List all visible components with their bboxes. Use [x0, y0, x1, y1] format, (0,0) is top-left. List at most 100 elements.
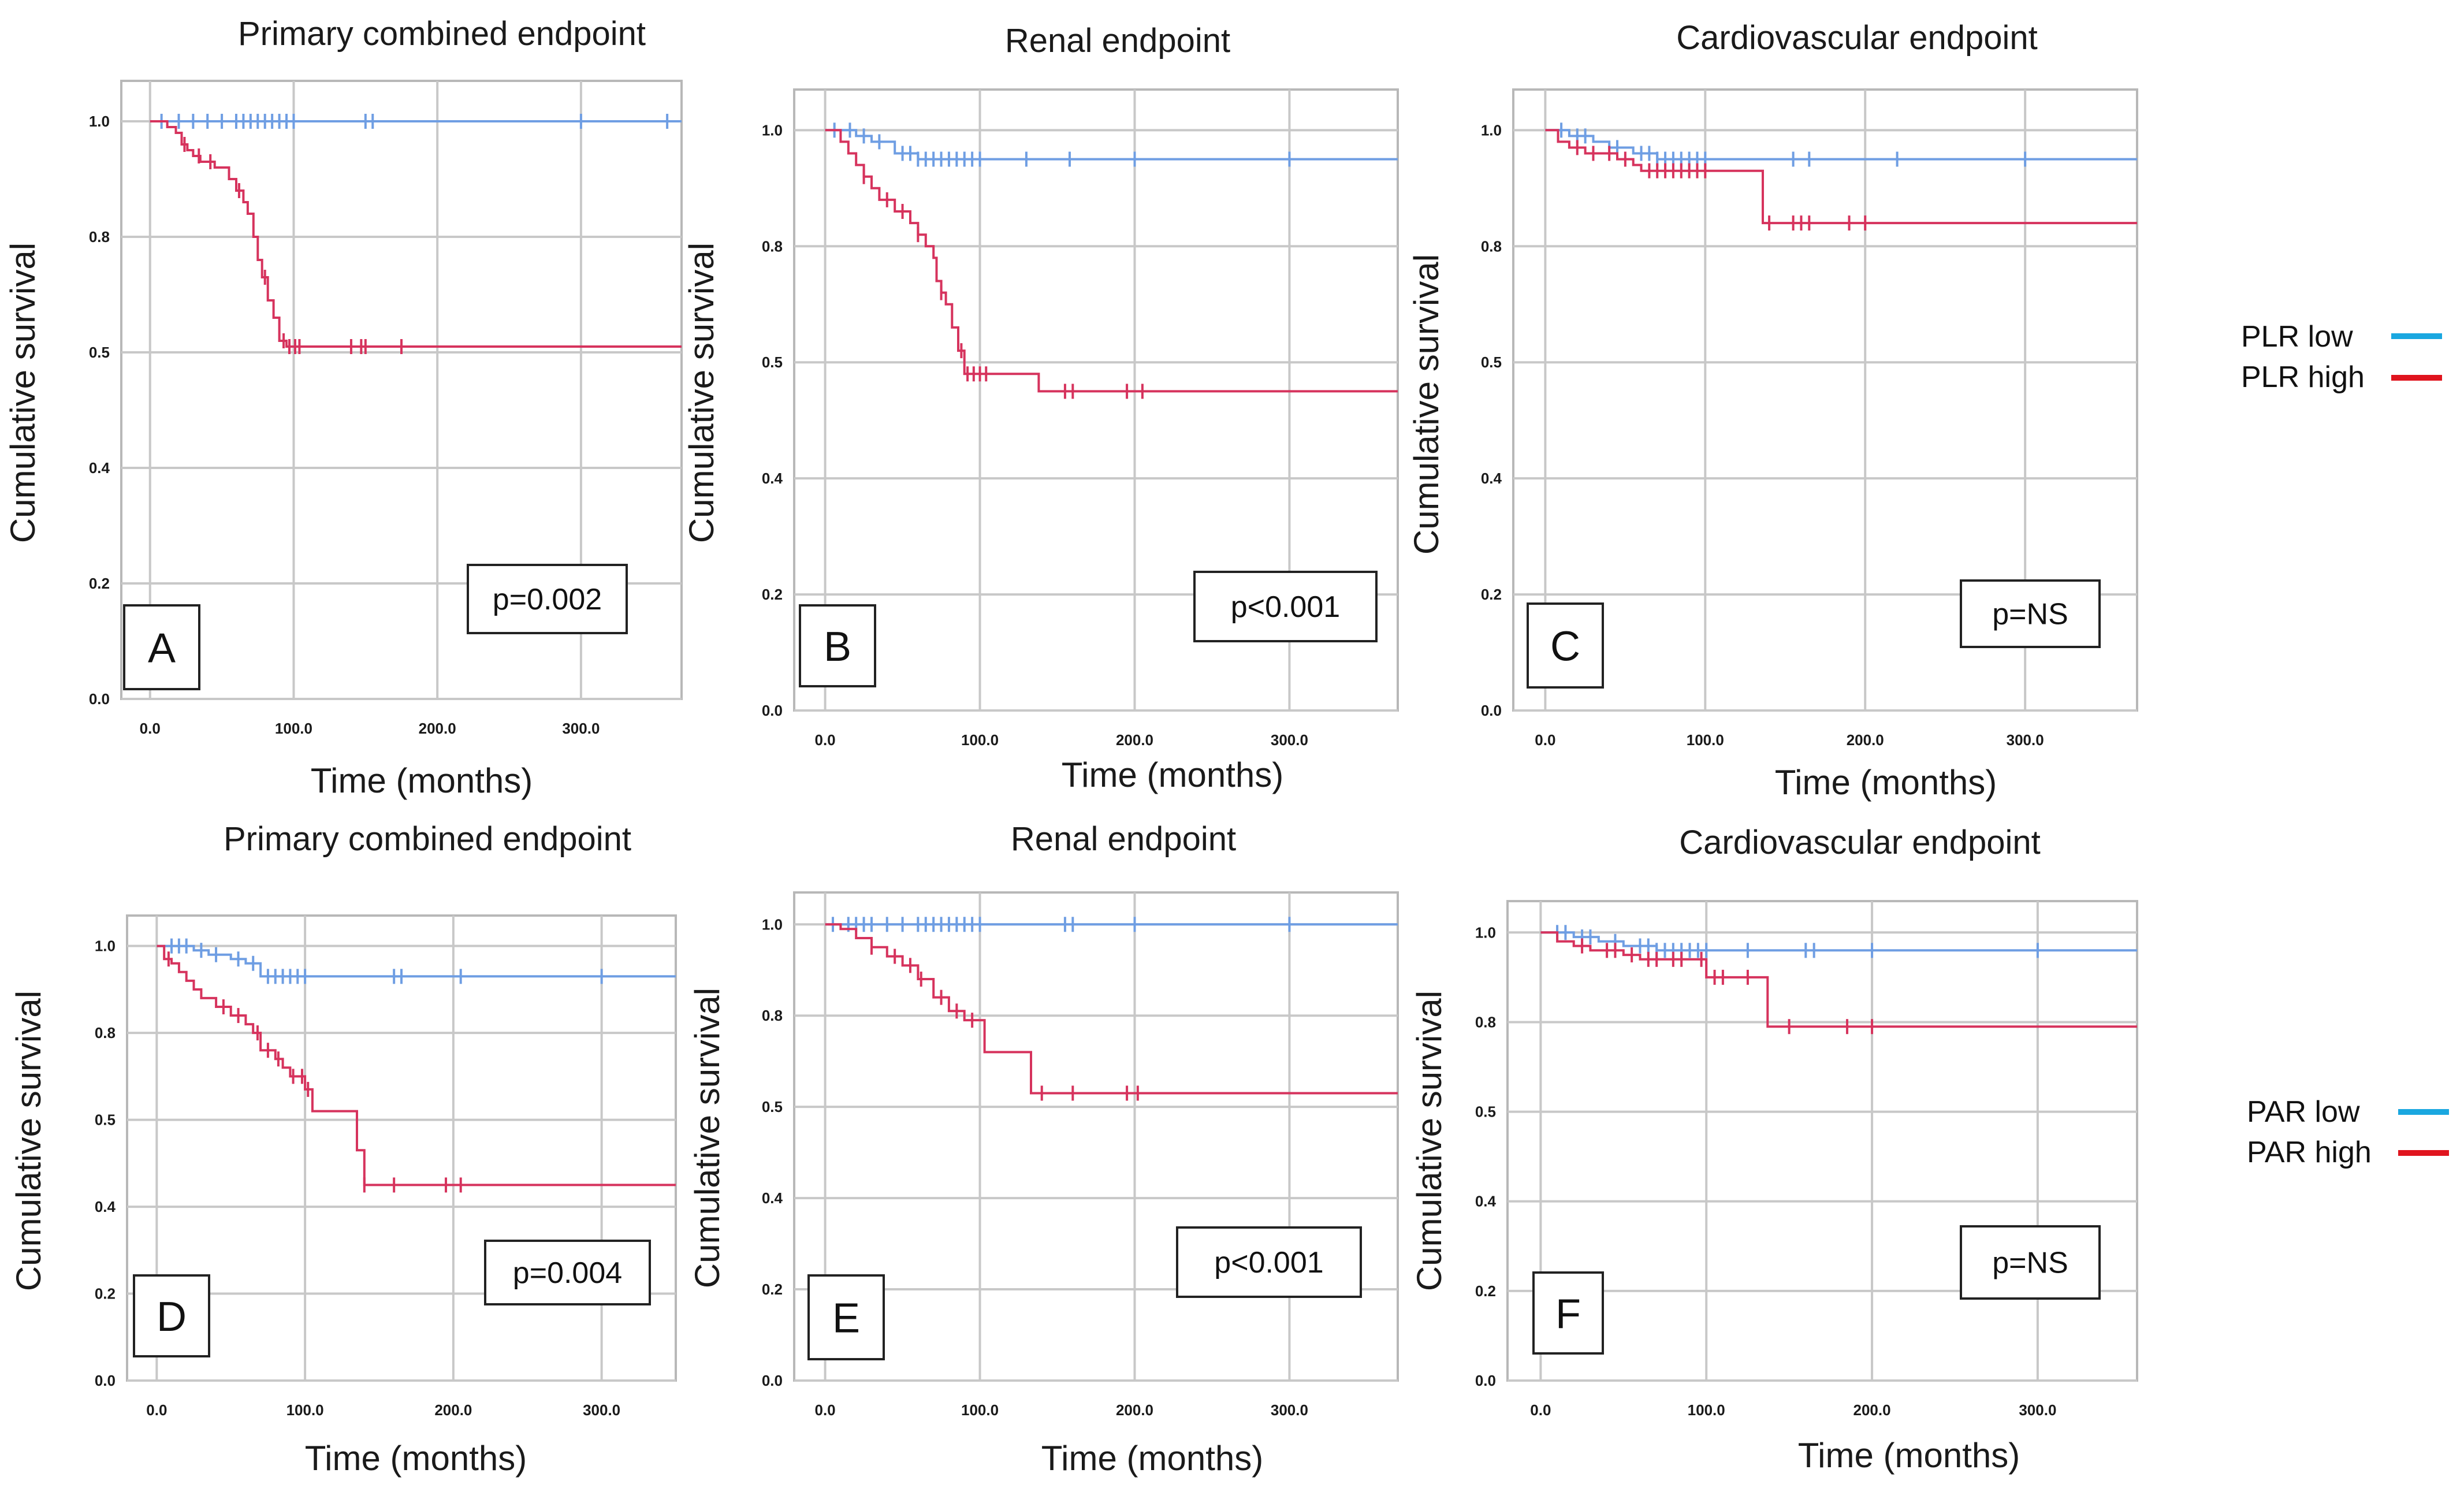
km-curve-plr-low — [1545, 129, 2137, 161]
y-tick-label: 0.2 — [762, 1281, 783, 1298]
y-tick-label: 1.0 — [762, 121, 783, 139]
p-value: p=0.002 — [493, 583, 602, 616]
x-tick-label: 0.0 — [146, 1401, 167, 1419]
x-tick-label: 200.0 — [1116, 1401, 1153, 1419]
panel-letter: A — [148, 626, 176, 672]
legend-bottom-high-label: PAR high — [2247, 1136, 2372, 1169]
y-tick-label: 0.2 — [1475, 1282, 1496, 1300]
panel-letter-box — [799, 604, 876, 687]
y-tick-label: 0.0 — [1475, 1372, 1496, 1389]
km-curve-par-low — [1540, 931, 2137, 952]
y-tick-label: 0.8 — [1481, 237, 1502, 255]
panel-title: Renal endpoint — [1005, 22, 1230, 59]
p-value: p<0.001 — [1214, 1246, 1323, 1279]
panel-letter: F — [1555, 1291, 1581, 1337]
y-axis-label: Cumulative survival — [1410, 991, 1449, 1291]
km-curve-plr-high — [150, 120, 682, 348]
y-tick-label: 0.4 — [1475, 1193, 1497, 1210]
panel-letter-box — [123, 604, 200, 690]
x-axis-label: Time (months) — [1062, 756, 1284, 794]
panel-letter: D — [157, 1294, 187, 1340]
km-curve-par-high — [825, 923, 1398, 1095]
y-tick-label: 1.0 — [1481, 121, 1502, 139]
km-panel-f: 0.0 0.2 0.4 0.5 0.8 1.0 0.0 100.0 200.0 300.0 Card… — [1410, 824, 2138, 1475]
y-tick-label: 0.0 — [95, 1372, 116, 1389]
panel-letter-box — [807, 1274, 885, 1360]
km-curve-plr-high — [825, 129, 1398, 393]
x-tick-label: 100.0 — [1687, 731, 1724, 749]
y-tick-label: 0.5 — [89, 344, 110, 361]
y-tick-label: 0.2 — [95, 1285, 116, 1303]
panel-title: Renal endpoint — [1011, 820, 1236, 858]
y-tick-label: 1.0 — [95, 938, 116, 955]
x-axis-label: Time (months) — [1041, 1439, 1264, 1478]
x-tick-label: 100.0 — [961, 731, 999, 749]
x-tick-label: 100.0 — [286, 1401, 324, 1419]
x-tick-label: 200.0 — [434, 1401, 472, 1419]
x-tick-label: 300.0 — [2019, 1401, 2056, 1419]
x-tick-label: 200.0 — [1847, 731, 1884, 749]
y-axis-label: Cumulative survival — [688, 988, 727, 1288]
panel-letter-box — [1532, 1271, 1604, 1355]
x-tick-label: 0.0 — [815, 1401, 836, 1419]
x-tick-label: 0.0 — [1530, 1401, 1551, 1419]
y-tick-label: 0.2 — [1481, 586, 1502, 603]
y-tick-label: 0.8 — [762, 1007, 783, 1024]
x-tick-label: 0.0 — [815, 731, 836, 749]
y-tick-label: 0.4 — [95, 1198, 116, 1215]
y-tick-label: 1.0 — [1475, 924, 1496, 941]
p-value: p=0.004 — [513, 1256, 622, 1290]
km-panel-a: 0.0 0.2 0.4 0.5 0.8 1.0 0.0 100.0 200.0 300.0 Prim… — [3, 15, 683, 800]
km-curve-par-high — [157, 944, 676, 1186]
y-tick-label: 0.5 — [95, 1111, 116, 1129]
y-tick-label: 0.2 — [89, 575, 110, 592]
panel-title: Cardiovascular endpoint — [1676, 19, 2037, 57]
x-tick-label: 300.0 — [562, 720, 600, 737]
panel-letter-box — [1527, 602, 1604, 689]
p-value: p=NS — [1992, 1247, 2068, 1280]
panel-title: Primary combined endpoint — [224, 820, 631, 858]
x-tick-label: 300.0 — [583, 1401, 620, 1419]
y-tick-label: 0.5 — [762, 1098, 783, 1115]
p-value-box — [1960, 579, 2101, 648]
y-tick-label: 0.8 — [89, 228, 110, 245]
x-axis-label: Time (months) — [1798, 1436, 2020, 1475]
x-axis-label: Time (months) — [311, 761, 533, 800]
x-tick-label: 300.0 — [1271, 731, 1308, 749]
x-tick-label: 0.0 — [140, 720, 161, 737]
km-panel-e: 0.0 0.2 0.4 0.5 0.8 1.0 0.0 100.0 200.0 300.0 Rena… — [688, 820, 1399, 1478]
legend-bottom-low-label: PAR low — [2247, 1095, 2360, 1129]
y-tick-label: 0.4 — [762, 1189, 783, 1207]
p-value-box — [1193, 571, 1378, 642]
y-axis-label: Cumulative survival — [682, 243, 721, 543]
x-tick-label: 200.0 — [1853, 1401, 1891, 1419]
y-tick-label: 0.2 — [762, 586, 783, 603]
y-tick-label: 0.5 — [762, 354, 783, 371]
x-tick-label: 100.0 — [1688, 1401, 1725, 1419]
y-tick-label: 0.0 — [1481, 702, 1502, 719]
km-curve-par-low — [157, 944, 676, 978]
p-value-box — [467, 564, 628, 634]
y-tick-label: 0.4 — [89, 459, 110, 477]
legend-bottom: PAR low PAR high — [2247, 1095, 2449, 1169]
legend-top-high-label: PLR high — [2241, 360, 2365, 394]
y-tick-label: 0.8 — [762, 237, 783, 255]
legend-top: PLR low PLR high — [2241, 320, 2442, 394]
y-tick-label: 0.0 — [89, 690, 110, 708]
p-value-box — [1960, 1225, 2101, 1300]
p-value: p=NS — [1992, 598, 2068, 631]
y-tick-label: 0.4 — [762, 470, 783, 487]
y-axis-label: Cumulative survival — [1407, 254, 1446, 555]
legend-top-low-label: PLR low — [2241, 320, 2353, 354]
km-panel-d: 0.0 0.2 0.4 0.5 0.8 1.0 0.0 100.0 200.0 300.0 Prim… — [9, 820, 677, 1478]
panel-letter: B — [824, 624, 851, 670]
km-curve-plr-high — [1545, 129, 2137, 225]
panel-letter: C — [1550, 624, 1580, 670]
y-tick-label: 0.0 — [762, 1372, 783, 1389]
x-axis-label: Time (months) — [305, 1439, 527, 1478]
x-tick-label: 0.0 — [1535, 731, 1555, 749]
p-value-box — [1176, 1226, 1362, 1298]
y-tick-label: 1.0 — [89, 113, 110, 130]
y-tick-label: 0.5 — [1475, 1103, 1496, 1121]
